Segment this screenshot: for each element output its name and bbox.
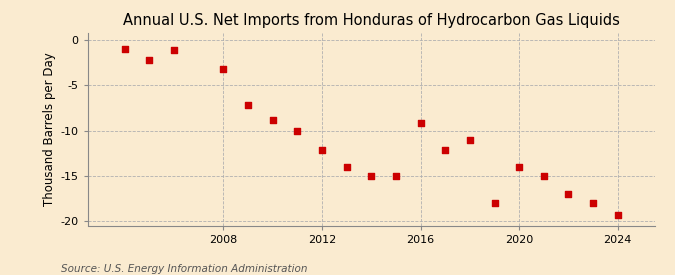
Y-axis label: Thousand Barrels per Day: Thousand Barrels per Day (43, 52, 57, 206)
Point (341, 164, 352, 169)
Point (169, 48, 180, 52)
Point (514, 164, 524, 169)
Point (464, 138, 475, 142)
Text: Source: U.S. Energy Information Administration: Source: U.S. Energy Information Administ… (61, 264, 307, 274)
Point (415, 121, 426, 126)
Point (366, 174, 377, 178)
Point (267, 117, 278, 122)
Point (119, 47, 130, 51)
Point (218, 67, 229, 71)
Title: Annual U.S. Net Imports from Honduras of Hydrocarbon Gas Liquids: Annual U.S. Net Imports from Honduras of… (123, 13, 620, 28)
Point (144, 58, 155, 62)
Point (292, 128, 302, 133)
Point (440, 148, 451, 153)
Point (563, 192, 574, 196)
Point (242, 103, 253, 108)
Point (317, 148, 327, 153)
Point (588, 201, 599, 205)
Point (612, 213, 623, 217)
Point (489, 201, 500, 205)
Point (539, 174, 549, 178)
Point (391, 174, 402, 178)
